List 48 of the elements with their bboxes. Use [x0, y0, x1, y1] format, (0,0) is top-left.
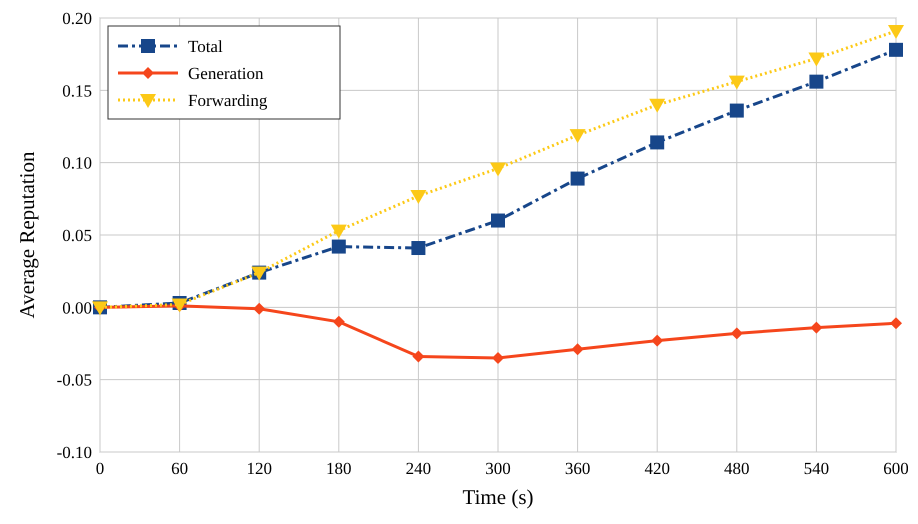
point	[650, 135, 664, 150]
y-tick-label: 0.10	[62, 154, 92, 173]
legend-label: Generation	[188, 64, 264, 83]
legend-label: Forwarding	[188, 91, 268, 110]
point	[330, 224, 347, 239]
point	[570, 129, 586, 144]
x-tick-label: 540	[804, 459, 830, 478]
point	[728, 76, 745, 90]
x-tick-label: 300	[485, 459, 511, 478]
y-tick-label: 0.00	[62, 298, 92, 318]
point	[888, 25, 904, 40]
point	[808, 52, 824, 67]
y-tick-label: -0.10	[56, 443, 92, 462]
point	[253, 302, 266, 315]
point	[490, 162, 506, 176]
point	[332, 316, 345, 328]
point	[410, 190, 426, 204]
y-axis-title: Average Reputation	[15, 151, 39, 318]
y-tick-label: -0.05	[56, 370, 92, 390]
point	[492, 352, 504, 364]
point	[890, 317, 902, 330]
point	[412, 350, 424, 363]
x-axis-title: Time (s)	[462, 485, 534, 509]
y-tick-label: 0.15	[62, 81, 92, 100]
x-tick-label: 480	[724, 459, 750, 478]
point	[572, 343, 584, 356]
point	[649, 98, 666, 113]
point	[730, 327, 743, 340]
point	[411, 241, 426, 256]
x-tick-label: 60	[171, 459, 188, 478]
x-tick-label: 120	[246, 459, 272, 478]
x-tick-label: 360	[564, 459, 590, 478]
point	[809, 74, 824, 89]
point	[810, 322, 822, 334]
point	[651, 334, 664, 347]
point	[491, 214, 505, 228]
point	[332, 240, 346, 254]
y-tick-label: 0.05	[62, 226, 92, 245]
y-tick-label: 0.20	[62, 9, 92, 28]
x-tick-label: 240	[406, 459, 432, 478]
x-tick-label: 600	[883, 459, 909, 478]
point	[730, 104, 744, 118]
x-tick-label: 420	[644, 459, 670, 478]
legend-label: Total	[188, 37, 223, 56]
x-tick-label: 0	[96, 459, 104, 478]
point	[570, 172, 585, 186]
x-tick-label: 180	[326, 459, 352, 478]
point	[889, 42, 903, 57]
